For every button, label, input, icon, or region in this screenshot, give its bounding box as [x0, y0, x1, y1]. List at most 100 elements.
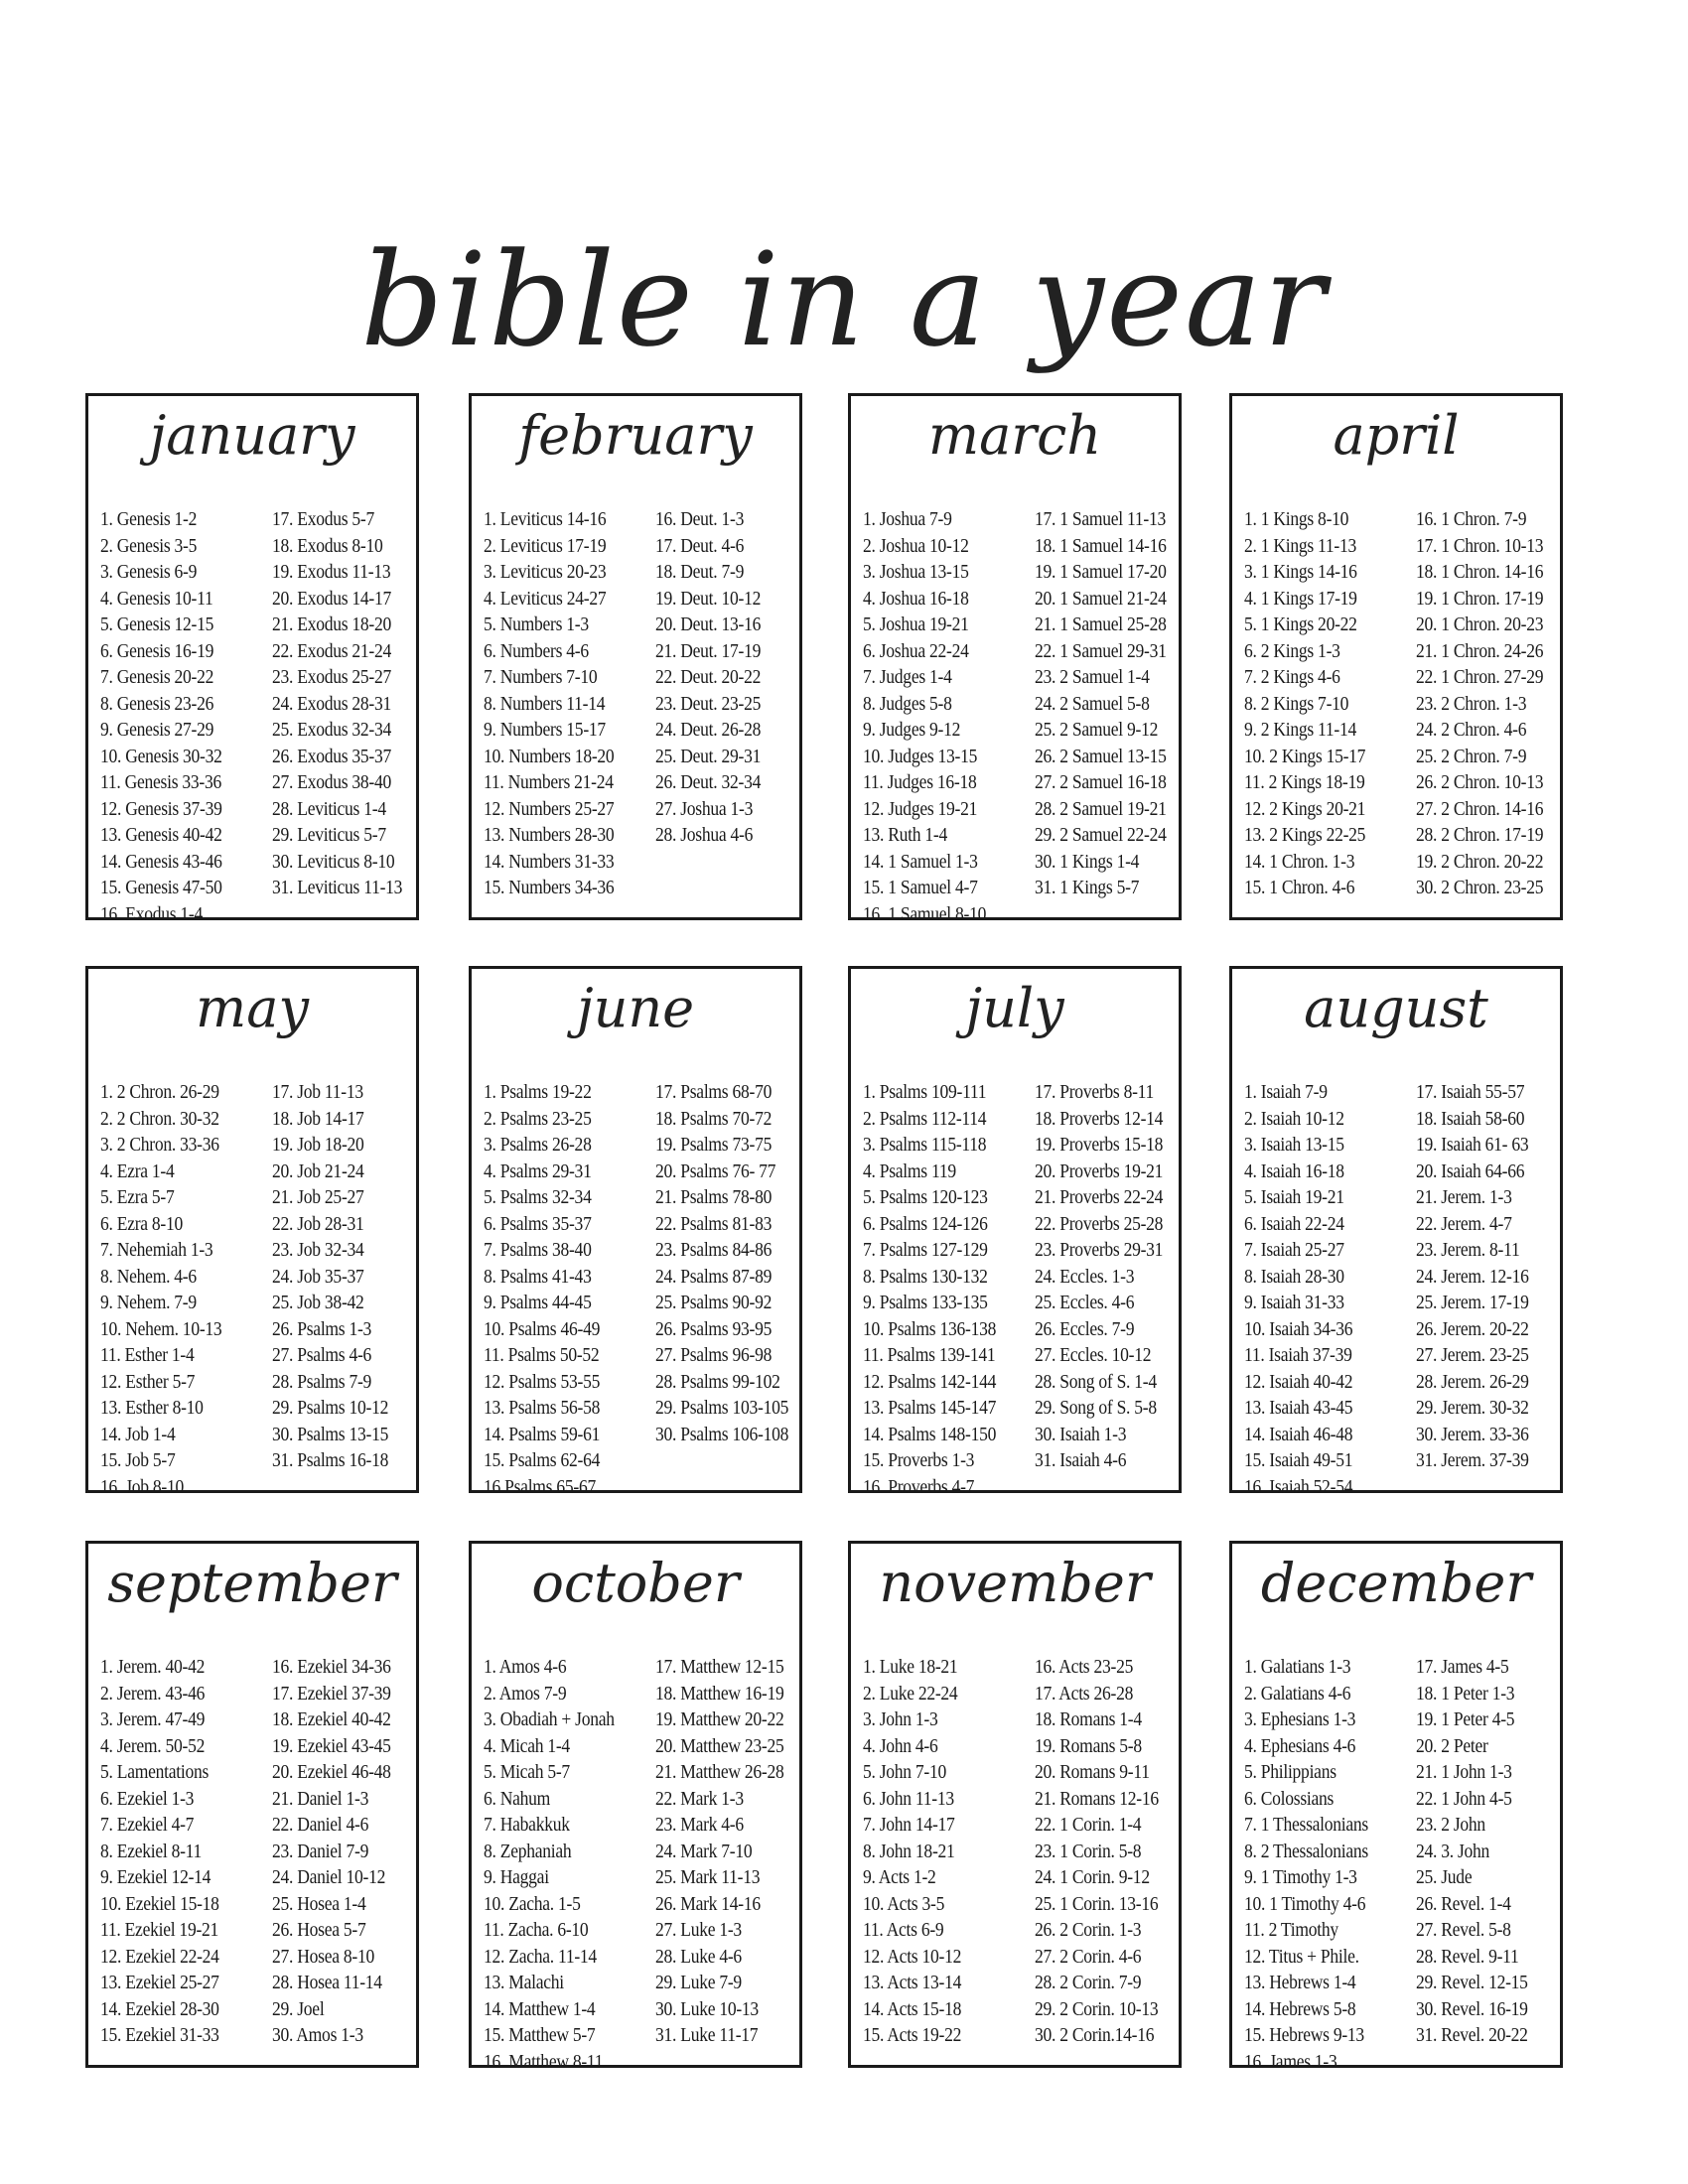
reading-item: 28. Revel. 9-11 — [1416, 1946, 1519, 1968]
reading-column: 17. James 4-5 18. 1 Peter 1-3 19. 1 Peter … — [1416, 1655, 1540, 2050]
reading-item: 8. Numbers 11-14 — [484, 693, 606, 715]
reading-item: 30. Psalms 13-15 — [272, 1424, 389, 1445]
reading-item: 26. Psalms 1-3 — [272, 1318, 372, 1340]
reading-item: 9. 1 Timothy 1-3 — [1244, 1867, 1357, 1888]
reading-item: 4. Ezra 1-4 — [100, 1160, 175, 1182]
reading-item: 18. Proverbs 12-14 — [1035, 1108, 1164, 1130]
reading-item: 3. Psalms 26-28 — [484, 1135, 592, 1156]
reading-item: 10. Genesis 30-32 — [100, 746, 222, 767]
reading-item: 23. Psalms 84-86 — [655, 1240, 773, 1261]
reading-item: 1. Isaiah 7-9 — [1244, 1082, 1328, 1103]
reading-item: 1. 1 Kings 8-10 — [1244, 509, 1349, 530]
reading-item: 23. 1 Corin. 5-8 — [1035, 1841, 1142, 1862]
reading-item: 16. James 1-3 — [1244, 2051, 1337, 2073]
reading-item: 2. Leviticus 17-19 — [484, 535, 607, 557]
reading-item: 16. Ezekiel 34-36 — [272, 1657, 391, 1678]
reading-item: 4. Joshua 16-18 — [863, 588, 969, 610]
month-title: february — [518, 404, 753, 467]
reading-item: 5. Psalms 120-123 — [863, 1187, 988, 1208]
reading-item: 29. Leviticus 5-7 — [272, 825, 386, 846]
reading-item: 29. 2 Samuel 22-24 — [1035, 825, 1167, 846]
reading-item: 26. Psalms 93-95 — [655, 1318, 773, 1340]
reading-item: 11. 2 Kings 18-19 — [1244, 772, 1365, 793]
reading-item: 22. Deut. 20-22 — [655, 667, 762, 688]
reading-item: 21. Job 25-27 — [272, 1187, 364, 1208]
reading-item: 28. Psalms 7-9 — [272, 1371, 372, 1393]
reading-item: 21. Exodus 18-20 — [272, 614, 391, 635]
reading-item: 17. Deut. 4-6 — [655, 535, 745, 557]
reading-item: 23. 2 Chron. 1-3 — [1416, 693, 1527, 715]
reading-item: 11. Zacha. 6-10 — [484, 1920, 589, 1941]
reading-item: 6. Colossians — [1244, 1788, 1335, 1810]
reading-item: 31. Isaiah 4-6 — [1035, 1450, 1127, 1471]
reading-item: 29. Psalms 103-105 — [655, 1398, 789, 1419]
reading-item: 13. 2 Kings 22-25 — [1244, 825, 1366, 846]
month-title: december — [1260, 1552, 1532, 1614]
reading-item: 19. Psalms 73-75 — [655, 1135, 773, 1156]
reading-item: 28. 2 Corin. 7-9 — [1035, 1973, 1142, 1993]
reading-column: 16. Ezekiel 34-36 17. Ezekiel 37-39 18. Ez… — [272, 1655, 404, 2050]
reading-item: 5. Isaiah 19-21 — [1244, 1187, 1344, 1208]
reading-item: 18. Deut. 7-9 — [655, 562, 745, 583]
reading-item: 5. 1 Kings 20-22 — [1244, 614, 1357, 635]
reading-item: 8. Psalms 130-132 — [863, 1266, 988, 1288]
reading-item: 15. Job 5-7 — [100, 1450, 176, 1471]
reading-item: 14. Acts 15-18 — [863, 1998, 962, 2020]
reading-item: 8. Isaiah 28-30 — [1244, 1266, 1344, 1288]
reading-item: 18. Ezekiel 40-42 — [272, 1709, 391, 1730]
reading-item: 30. Jerem. 33-36 — [1416, 1424, 1529, 1445]
month-title: august — [1304, 977, 1488, 1039]
reading-item: 20. Matthew 23-25 — [655, 1735, 784, 1757]
reading-item: 27. Psalms 96-98 — [655, 1345, 773, 1366]
reading-item: 3. John 1-3 — [863, 1709, 938, 1730]
reading-item: 2. Jerem. 43-46 — [100, 1683, 206, 1705]
reading-item: 26. Hosea 5-7 — [272, 1920, 366, 1941]
reading-item: 6. Numbers 4-6 — [484, 640, 589, 662]
reading-item: 18. 1 Chron. 14-16 — [1416, 562, 1544, 583]
reading-item: 21. Daniel 1-3 — [272, 1788, 369, 1810]
reading-item: 6. John 11-13 — [863, 1788, 954, 1810]
reading-item: 6. 2 Kings 1-3 — [1244, 640, 1340, 662]
reading-item: 17. 1 Samuel 11-13 — [1035, 509, 1166, 530]
reading-item: 23. 2 John — [1416, 1815, 1485, 1836]
reading-item: 15. Matthew 5-7 — [484, 2025, 596, 2046]
reading-item: 4. Genesis 10-11 — [100, 588, 213, 610]
reading-item: 1. Luke 18-21 — [863, 1657, 958, 1678]
reading-item: 15. Ezekiel 31-33 — [100, 2025, 219, 2046]
page-title: bible in a year — [360, 224, 1328, 376]
reading-item: 22. 1 Chron. 27-29 — [1416, 667, 1544, 688]
reading-item: 12. Acts 10-12 — [863, 1946, 962, 1968]
reading-item: 26. Exodus 35-37 — [272, 746, 391, 767]
reading-item: 12. Zacha. 11-14 — [484, 1946, 597, 1968]
reading-item: 30. 2 Corin.14-16 — [1035, 2025, 1155, 2046]
reading-item: 20. Romans 9-11 — [1035, 1762, 1150, 1783]
reading-item: 21. Psalms 78-80 — [655, 1187, 773, 1208]
reading-item: 23. Deut. 23-25 — [655, 693, 762, 715]
reading-item: 5. Ezra 5-7 — [100, 1187, 175, 1208]
month-card-september: september 1. Jerem. 40-42 2. Jerem. 43-46 3… — [85, 1541, 419, 2068]
reading-item: 7. Isaiah 25-27 — [1244, 1240, 1344, 1261]
reading-item: 3. 1 Kings 14-16 — [1244, 562, 1357, 583]
reading-item: 1. Jerem. 40-42 — [100, 1657, 206, 1678]
reading-item: 1. Joshua 7-9 — [863, 509, 952, 530]
reading-item: 20. Exodus 14-17 — [272, 588, 391, 610]
reading-column: 1. Joshua 7-9 2. Joshua 10-12 3. Joshua 13… — [863, 507, 1000, 928]
reading-item: 7. Nehemiah 1-3 — [100, 1240, 213, 1261]
month-card-may: may 1. 2 Chron. 26-29 2. 2 Chron. 30-32 3. … — [85, 966, 419, 1498]
reading-item: 23. 2 Samuel 1-4 — [1035, 667, 1150, 688]
reading-item: 2. 2 Chron. 30-32 — [100, 1108, 219, 1130]
reading-column: 1. Leviticus 14-16 2. Leviticus 17-19 3. L… — [484, 507, 629, 902]
reading-item: 11. Psalms 139-141 — [863, 1345, 996, 1366]
reading-item: 15. Hebrews 9-13 — [1244, 2025, 1364, 2046]
reading-item: 17. 1 Chron. 10-13 — [1416, 535, 1544, 557]
reading-item: 25. Job 38-42 — [272, 1293, 364, 1313]
reading-item: 9. Numbers 15-17 — [484, 720, 606, 741]
reading-item: 5. Psalms 32-34 — [484, 1187, 592, 1208]
reading-item: 14. Genesis 43-46 — [100, 851, 222, 873]
reading-item: 7. Judges 1-4 — [863, 667, 952, 688]
reading-item: 28. 2 Samuel 19-21 — [1035, 798, 1167, 820]
reading-item: 15. 1 Samuel 4-7 — [863, 878, 978, 898]
reading-item: 14. 1 Chron. 1-3 — [1244, 851, 1355, 873]
reading-item: 10. Psalms 46-49 — [484, 1318, 601, 1340]
reading-item: 13. Psalms 145-147 — [863, 1398, 997, 1419]
